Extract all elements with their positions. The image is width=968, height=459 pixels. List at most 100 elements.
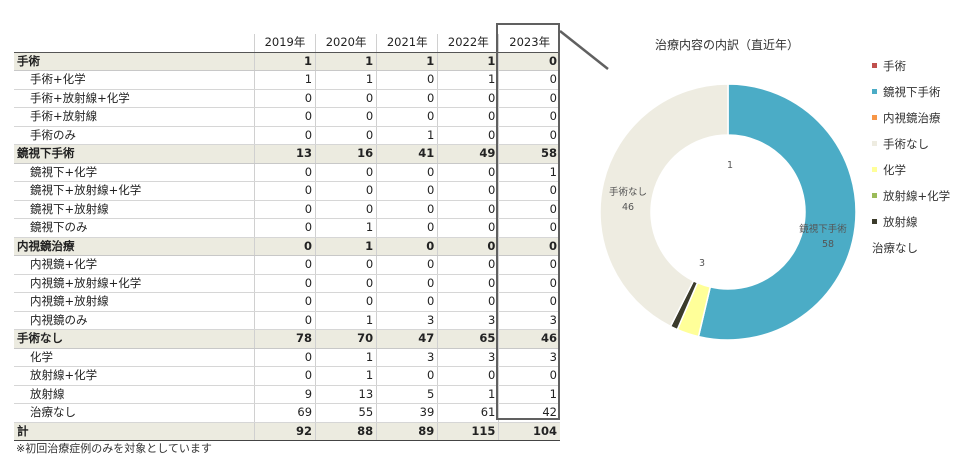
value-cell: 0	[315, 89, 377, 108]
value-cell: 0	[315, 255, 377, 275]
table-row: 化学 0 1 3 3 3	[14, 348, 560, 367]
value-cell: 0	[498, 70, 560, 90]
legend-label: 放射線	[883, 215, 918, 229]
row-label: 鏡視下手術	[14, 144, 255, 164]
value-cell: 0	[376, 274, 438, 293]
legend-item: 化学	[872, 162, 950, 179]
row-label: 手術なし	[14, 329, 255, 349]
value-cell: 1	[315, 311, 377, 330]
value-cell: 0	[253, 311, 316, 330]
value-cell: 69	[253, 403, 316, 423]
value-cell: 65	[437, 329, 499, 349]
value-cell: 47	[376, 329, 438, 349]
value-cell: 0	[376, 200, 438, 219]
slice-label: 手術なし	[609, 186, 647, 198]
value-cell: 0	[253, 348, 316, 367]
value-cell: 61	[437, 403, 499, 423]
value-cell: 0	[376, 255, 438, 275]
value-cell: 0	[315, 200, 377, 219]
value-cell: 49	[437, 144, 499, 164]
value-cell: 0	[376, 70, 438, 90]
row-label: 内視鏡+化学	[14, 255, 255, 275]
value-cell: 0	[253, 163, 316, 182]
year-header: 2021年	[376, 34, 438, 53]
legend-label: 放射線+化学	[883, 189, 951, 203]
table-row: 放射線+化学 0 1 0 0 0	[14, 366, 560, 386]
year-header: 2022年	[437, 34, 499, 53]
value-cell: 0	[498, 218, 560, 238]
value-cell: 0	[315, 107, 377, 127]
value-cell: 0	[376, 292, 438, 312]
value-cell: 1	[376, 51, 438, 71]
header-label-cell	[14, 34, 255, 53]
row-label: 手術+化学	[14, 70, 255, 90]
table-row: 手術+放射線+化学 0 0 0 0 0	[14, 89, 560, 108]
group-row: 手術 1 1 1 1 0	[14, 51, 560, 71]
table-row: 手術+化学 1 1 0 1 0	[14, 70, 560, 90]
value-cell: 1	[437, 385, 499, 404]
value-cell: 1	[437, 51, 499, 71]
value-cell: 0	[315, 274, 377, 293]
legend-label: 手術なし	[883, 137, 929, 151]
value-cell: 70	[315, 329, 377, 349]
row-label: 化学	[14, 348, 255, 367]
row-label: 内視鏡治療	[14, 236, 255, 256]
value-cell: 3	[376, 311, 438, 330]
value-cell: 16	[315, 144, 377, 164]
legend-item: 手術なし	[872, 136, 950, 153]
total-row: 計 92 88 89 115 104	[14, 421, 560, 441]
value-cell: 0	[498, 51, 560, 71]
value-cell: 0	[253, 200, 316, 219]
legend-item: 鏡視下手術	[872, 84, 950, 101]
legend-swatch	[872, 167, 877, 172]
value-cell: 3	[498, 348, 560, 367]
table-row: 手術+放射線 0 0 0 0 0	[14, 107, 560, 127]
row-label: 手術+放射線	[14, 107, 255, 127]
table-row: 鏡視下+放射線 0 0 0 0 0	[14, 200, 560, 219]
value-cell: 0	[253, 126, 316, 145]
row-label: 治療なし	[14, 403, 255, 423]
value-cell: 0	[437, 107, 499, 127]
row-label: 内視鏡+放射線+化学	[14, 274, 255, 293]
value-cell: 0	[376, 366, 438, 386]
value-cell: 1	[498, 385, 560, 404]
legend-swatch	[872, 193, 877, 198]
value-cell: 3	[437, 348, 499, 367]
value-cell: 5	[376, 385, 438, 404]
value-cell: 0	[376, 163, 438, 182]
value-cell: 0	[376, 181, 438, 201]
value-cell: 1	[498, 163, 560, 182]
value-cell: 1	[315, 51, 377, 71]
value-cell: 3	[437, 311, 499, 330]
value-cell: 42	[498, 403, 560, 423]
legend-item: 放射線+化学	[872, 188, 950, 205]
legend-item: 治療なし	[872, 240, 950, 257]
chart-legend: 手術 鏡視下手術 内視鏡治療 手術なし 化学 放射線+化学 放射線 治療なし	[872, 58, 950, 266]
row-label: 手術	[14, 51, 255, 71]
table-row: 治療なし 69 55 39 61 42	[14, 403, 560, 423]
value-cell: 0	[437, 255, 499, 275]
value-cell: 0	[253, 292, 316, 312]
value-cell: 1	[253, 51, 316, 71]
legend-label: 治療なし	[872, 241, 918, 255]
value-cell: 89	[376, 421, 438, 441]
legend-label: 化学	[883, 163, 906, 177]
value-cell: 1	[315, 348, 377, 367]
value-cell: 0	[498, 366, 560, 386]
table-row: 内視鏡+放射線+化学 0 0 0 0 0	[14, 274, 560, 293]
value-cell: 0	[253, 366, 316, 386]
legend-swatch	[872, 219, 877, 224]
value-cell: 1	[315, 70, 377, 90]
value-cell: 0	[498, 292, 560, 312]
value-cell: 1	[376, 126, 438, 145]
value-cell: 115	[437, 421, 499, 441]
slice-label: 3	[699, 258, 705, 269]
legend-label: 手術	[883, 59, 906, 73]
value-cell: 1	[315, 366, 377, 386]
group-row: 手術なし 78 70 47 65 46	[14, 329, 560, 349]
value-cell: 0	[498, 107, 560, 127]
value-cell: 0	[253, 255, 316, 275]
chart-title: 治療内容の内訳（直近年）	[654, 38, 799, 52]
legend-item: 放射線	[872, 214, 950, 231]
table-row: 内視鏡のみ 0 1 3 3 3	[14, 311, 560, 330]
